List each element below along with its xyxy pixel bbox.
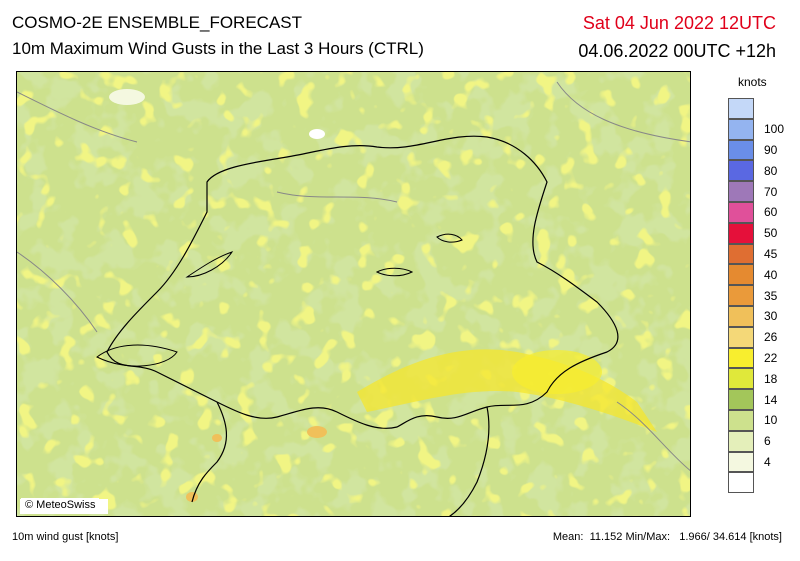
forecast-map: © MeteoSwiss <box>16 71 691 517</box>
chart-subtitle: 10m Maximum Wind Gusts in the Last 3 Hou… <box>12 39 424 58</box>
legend-swatch <box>728 347 754 369</box>
legend-swatch <box>728 139 754 161</box>
legend-tick-label: 80 <box>764 163 778 178</box>
legend-swatch <box>728 389 754 410</box>
legend-tick-label: 26 <box>764 330 778 345</box>
wind-field-18 <box>17 72 690 516</box>
legend-tick-label: 70 <box>764 184 778 199</box>
gust-peak <box>186 492 198 502</box>
legend-swatch <box>728 202 754 223</box>
legend-swatch <box>728 118 754 140</box>
map-credit: © MeteoSwiss <box>21 498 100 512</box>
legend-swatch <box>728 264 754 286</box>
legend-unit: knots <box>738 75 767 89</box>
legend-tick-label: 22 <box>764 351 778 365</box>
map-canvas <box>17 72 690 516</box>
valid-time: Sat 04 Jun 2022 12UTC <box>582 13 776 33</box>
run-time: 04.06.2022 00UTC +12h <box>578 41 776 61</box>
legend-tick-label: 40 <box>764 267 778 282</box>
legend-swatch <box>728 222 754 244</box>
legend-tick-label: 10 <box>764 413 778 428</box>
legend-swatch <box>728 160 754 182</box>
legend-swatch <box>728 243 754 265</box>
legend-tick-label: 50 <box>764 226 778 241</box>
legend-swatch <box>728 306 754 327</box>
legend-swatch <box>728 410 754 431</box>
variable-label: 10m wind gust [knots] <box>12 531 119 543</box>
legend-swatch <box>728 98 754 119</box>
legend-swatch <box>728 430 754 452</box>
legend-tick-label: 6 <box>764 434 771 449</box>
legend-tick-label: 4 <box>764 455 771 469</box>
legend-tick-label: 60 <box>764 205 778 220</box>
legend-tick-label: 45 <box>764 247 778 261</box>
legend-tick-label: 18 <box>764 371 778 386</box>
calm-area <box>109 89 145 105</box>
gust-peak <box>307 426 327 438</box>
legend-swatch <box>728 472 754 494</box>
chart-title: COSMO-2E ENSEMBLE_FORECAST <box>12 13 303 32</box>
legend-tick-label: 35 <box>764 288 778 303</box>
admin-boundaries <box>17 81 690 471</box>
gust-peak <box>212 434 222 442</box>
legend-swatch <box>728 285 754 306</box>
legend-swatch <box>728 326 754 348</box>
legend-tick-label: 30 <box>764 309 778 324</box>
field-statistics: Mean: 11.152 Min/Max: 1.966/ 34.614 [kno… <box>552 531 782 543</box>
legend-tick-label: 100 <box>764 122 785 137</box>
legend-tick-label: 14 <box>764 392 778 407</box>
gust-area <box>512 350 602 394</box>
legend-swatch <box>728 181 754 202</box>
gust-band <box>357 349 657 432</box>
country-border <box>106 135 619 516</box>
legend-swatch <box>728 451 754 473</box>
calm-area <box>309 129 325 139</box>
lakes <box>96 233 463 367</box>
legend-swatch <box>728 368 754 390</box>
legend-tick-label: 90 <box>764 143 778 157</box>
